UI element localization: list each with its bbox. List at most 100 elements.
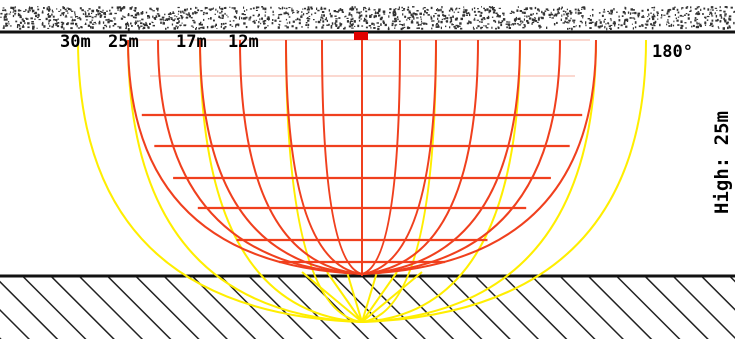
ceiling-speckle [116,6,119,9]
ceiling-speckle [60,26,62,28]
ceiling-speckle [388,15,390,18]
ceiling-speckle [42,10,44,12]
ceiling-speckle [363,18,367,21]
ceiling-speckle [62,6,65,10]
ceiling-speckle [501,20,504,23]
ceiling-speckle [348,12,351,15]
ceiling-speckle [653,15,656,18]
ceiling-speckle [324,18,327,21]
ceiling-speckle [474,14,477,16]
ceiling-speckle [402,27,404,30]
ceiling-speckle [377,25,380,27]
ceiling-speckle [257,26,259,29]
ceiling-speckle [212,7,214,10]
ceiling-speckle [169,17,173,19]
ceiling-speckle [460,17,463,21]
ceiling-speckle [137,20,139,23]
ceiling-speckle [568,19,571,22]
ceiling-speckle [178,10,180,13]
ceiling-speckle [182,12,186,14]
ceiling-speckle [572,19,574,22]
ceiling-speckle [127,13,130,15]
ceiling-speckle [2,27,5,29]
ceiling-speckle [484,9,486,12]
ceiling-speckle [346,20,349,23]
ceiling-speckle [538,9,540,12]
ceiling-speckle [556,21,558,24]
ceiling-speckle [62,22,65,25]
ceiling-speckle [365,20,367,23]
ceiling-speckle [567,12,570,15]
ceiling-speckle [372,22,374,25]
ceiling-speckle [508,27,511,29]
ceiling-speckle [235,24,237,26]
ceiling-speckle [419,12,422,15]
ceiling-speckle [698,6,700,8]
ceiling-speckle [476,27,478,29]
ceiling-speckle [613,22,616,25]
ceiling-speckle [91,12,93,14]
ceiling-speckle [700,8,702,11]
ceiling-speckle [360,18,362,20]
ceiling-speckle [168,15,170,18]
ceiling-speckle [380,23,382,26]
ceiling-speckle [395,8,397,10]
ceiling-speckle [61,23,64,26]
ceiling-speckle [221,7,224,10]
ceiling-speckle [578,25,581,28]
coverage-spoke [361,271,398,323]
ceiling-speckle [652,17,655,21]
ceiling-speckle [617,27,620,29]
ceiling-speckle [448,9,451,12]
ceiling-speckle [709,11,712,14]
ceiling-speckle [403,23,405,26]
ceiling-speckle [573,21,575,24]
ceiling-speckle [112,25,115,27]
ceiling-speckle [298,18,301,21]
ceiling-speckle [401,10,404,12]
ceiling-speckle [49,8,51,11]
ceiling-speckle [221,10,223,13]
ceiling-speckle [107,21,110,24]
ceiling-speckle [487,15,490,19]
ceiling-speckle [652,13,655,15]
ceiling-speckle [374,15,377,18]
ceiling-speckle [209,9,211,11]
ceiling-speckle [14,6,16,9]
ceiling-speckle [354,6,356,9]
ceiling-speckle [647,9,649,12]
ceiling-speckle [502,18,506,21]
ceiling-speckle [673,20,675,23]
ceiling-speckle [571,27,573,31]
ceiling-speckle [12,11,14,13]
ceiling-speckle [6,18,8,21]
ceiling-speckle [92,23,95,25]
ceiling-speckle [498,15,501,18]
ceiling-speckle [200,23,203,26]
ceiling-speckle [677,24,680,26]
ceiling-speckle [229,20,231,22]
ceiling-speckle [519,17,521,20]
ceiling-speckle [351,15,353,18]
ceiling-speckle [377,27,380,31]
ceiling-speckle [685,13,688,15]
ceiling-speckle [523,18,525,21]
ceiling-speckle [317,9,320,12]
ceiling-speckle [443,18,446,20]
ceiling-speckle [32,27,35,30]
ceiling-speckle [378,14,381,16]
grid-meridian [361,39,479,275]
ceiling-speckle [58,10,61,12]
ceiling-speckle [177,6,180,9]
ceiling-speckle [154,19,157,20]
ceiling-speckle [195,6,197,9]
ceiling-speckle [553,14,556,17]
ceiling-speckle [699,23,702,26]
ceiling-speckle [159,18,162,21]
ceiling-speckle [481,6,482,8]
ceiling-speckle [562,10,565,12]
ceiling-speckle [719,9,722,12]
ceiling-speckle [352,17,354,20]
ceiling-speckle [583,7,586,10]
ceiling-speckle [589,15,591,17]
